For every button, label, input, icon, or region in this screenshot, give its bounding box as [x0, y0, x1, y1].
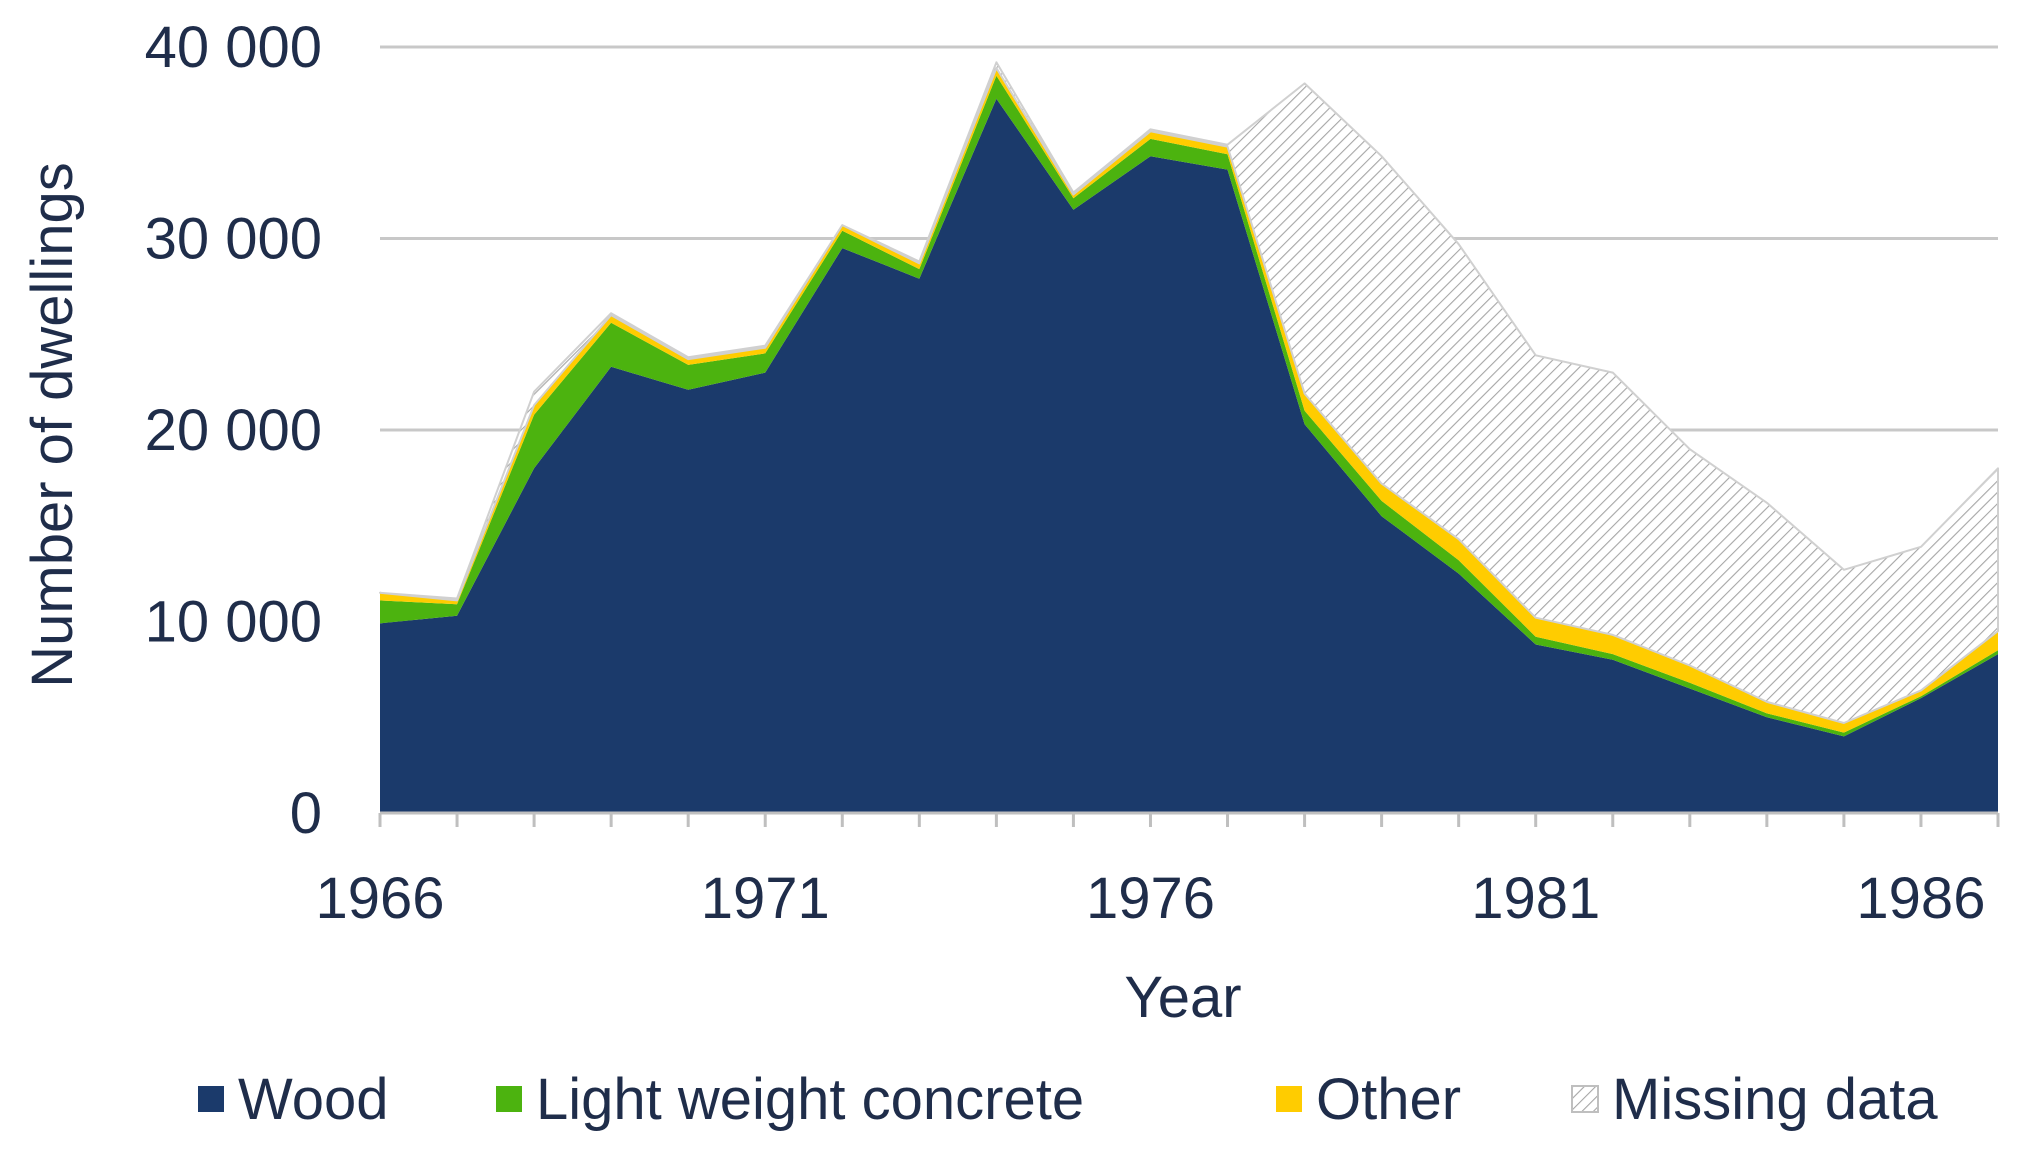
legend-label: Missing data [1612, 1067, 1938, 1132]
x-axis-title: Year [1124, 965, 1241, 1030]
legend-item: Other [1276, 1067, 1461, 1132]
legend-swatch-light-weight-concrete [496, 1086, 522, 1112]
y-tick-label: 30 000 [145, 207, 322, 272]
axes [378, 811, 2000, 827]
y-tick-labels: 0 10 000 20 000 30 000 40 000 [145, 15, 322, 846]
y-tick-label: 10 000 [145, 590, 322, 655]
legend-label: Light weight concrete [536, 1067, 1084, 1132]
legend: Wood Light weight concrete Other Missing da… [198, 1067, 1938, 1132]
legend-item: Missing data [1571, 1067, 1938, 1132]
area-wood [380, 98, 1998, 813]
legend-swatch-missing-data [1571, 1085, 1599, 1113]
legend-label: Other [1316, 1067, 1461, 1132]
area-missing-data [379, 61, 1999, 724]
x-tick-label: 1986 [1856, 866, 1985, 931]
legend-swatch-other [1276, 1086, 1302, 1112]
legend-item: Light weight concrete [496, 1067, 1084, 1132]
x-tick-label: 1966 [315, 866, 444, 931]
legend-swatch-wood [198, 1086, 224, 1112]
x-tick-label: 1976 [1086, 866, 1215, 931]
series-areas [379, 61, 1999, 813]
legend-label: Wood [238, 1067, 388, 1132]
x-tick-label: 1981 [1471, 866, 1600, 931]
y-tick-label: 0 [290, 781, 322, 846]
x-tick-labels: 1966 1971 1976 1981 1986 [315, 866, 1985, 931]
legend-item: Wood [198, 1067, 388, 1132]
y-tick-label: 20 000 [145, 398, 322, 463]
x-tick-label: 1971 [701, 866, 830, 931]
y-tick-label: 40 000 [145, 15, 322, 80]
y-axis-title: Number of dwellings [20, 162, 85, 687]
